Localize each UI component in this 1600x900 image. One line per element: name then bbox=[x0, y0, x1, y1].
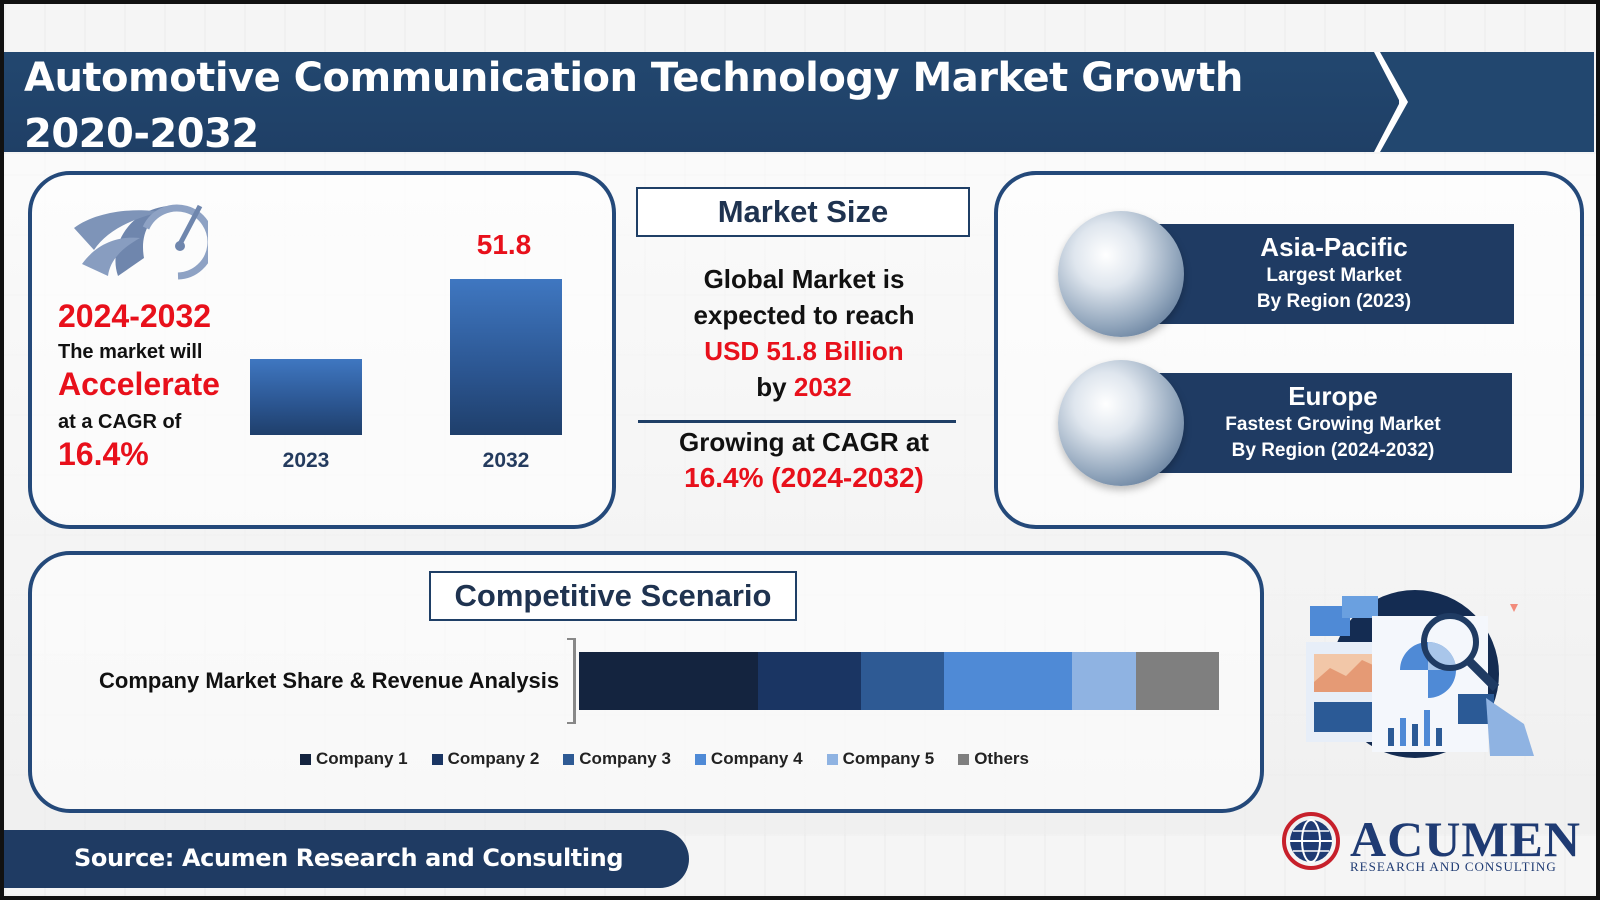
legend-label: Others bbox=[974, 749, 1029, 768]
axis-tick bbox=[567, 638, 575, 640]
legend-item: Company 5 bbox=[826, 749, 935, 769]
share-segment-6 bbox=[1135, 652, 1219, 710]
legend-label: Company 1 bbox=[316, 749, 408, 768]
legend-item: Company 1 bbox=[300, 749, 408, 769]
source-banner: Source: Acumen Research and Consulting bbox=[4, 830, 689, 888]
bar-2032 bbox=[450, 279, 562, 435]
by-year: 2032 bbox=[793, 372, 852, 402]
share-segment-1 bbox=[579, 652, 759, 710]
page-title: Automotive Communication Technology Mark… bbox=[24, 55, 1243, 157]
competitive-title: Competitive Scenario bbox=[429, 571, 797, 621]
bar-category-label: 2023 bbox=[282, 449, 330, 472]
cagr-of-text: at a CAGR of bbox=[58, 411, 182, 433]
region-asia-pacific: Asia-Pacific Largest Market By Region (2… bbox=[1154, 224, 1514, 324]
share-segment-5 bbox=[1071, 652, 1136, 710]
acumen-globe-logo-icon bbox=[1280, 810, 1342, 872]
legend-swatch bbox=[826, 753, 838, 765]
chart-legend: Company 1 Company 2 Company 3 Company 4 Comp… bbox=[300, 749, 1029, 769]
forecast-years: 2024-2032 bbox=[58, 298, 212, 334]
globe-icon bbox=[1058, 211, 1184, 337]
cagr-value: 16.4% bbox=[58, 436, 149, 472]
region-name: Asia-Pacific bbox=[1260, 232, 1408, 262]
region-sub2: By Region (2024-2032) bbox=[1231, 440, 1435, 461]
region-sub1: Fastest Growing Market bbox=[1225, 414, 1441, 435]
globe-icon bbox=[1058, 360, 1184, 486]
share-segment-2 bbox=[758, 652, 861, 710]
region-name: Europe bbox=[1288, 381, 1378, 411]
bar-category-label: 2032 bbox=[482, 449, 530, 472]
divider-line bbox=[638, 420, 956, 423]
legend-label: Company 3 bbox=[579, 749, 671, 768]
legend-label: Company 2 bbox=[447, 749, 540, 768]
market-by-year: by 2032 bbox=[624, 372, 984, 403]
legend-item: Company 2 bbox=[431, 749, 540, 769]
axis-tick bbox=[567, 722, 575, 724]
source-text: Source: Acumen Research and Consulting bbox=[74, 844, 624, 872]
market-value: USD 51.8 Billion bbox=[704, 336, 904, 366]
region-sub1: Largest Market bbox=[1266, 265, 1402, 286]
legend-swatch bbox=[563, 753, 575, 765]
chevron-arrow-icon bbox=[1374, 52, 1596, 152]
legend-swatch bbox=[300, 753, 311, 765]
legend-swatch bbox=[958, 753, 970, 765]
region-sub2: By Region (2023) bbox=[1256, 291, 1412, 312]
legend-item: Others bbox=[958, 749, 1029, 769]
growing-text: Growing at CAGR at bbox=[679, 427, 929, 457]
legend-label: Company 4 bbox=[710, 749, 803, 768]
market-line1: Global Market is bbox=[703, 264, 905, 294]
logo-tagline: RESEARCH AND CONSULTING bbox=[1350, 859, 1557, 874]
chart-axis bbox=[573, 638, 576, 724]
bar-2023 bbox=[250, 358, 362, 435]
header-banner bbox=[4, 52, 1399, 152]
cagr-period: 16.4% (2024-2032) bbox=[684, 462, 924, 493]
by-prefix: by bbox=[756, 372, 787, 402]
legend-label: Company 5 bbox=[842, 749, 935, 768]
region-europe: Europe Fastest Growing Market By Region … bbox=[1154, 373, 1512, 473]
legend-item: Company 4 bbox=[694, 749, 803, 769]
bar-value-label: 51.8 bbox=[476, 229, 532, 260]
market-will-text: The market will bbox=[58, 341, 203, 363]
legend-swatch bbox=[431, 753, 443, 765]
share-row-label: Company Market Share & Revenue Analysis bbox=[99, 668, 560, 693]
accelerate-text: Accelerate bbox=[58, 366, 220, 402]
legend-swatch bbox=[694, 753, 706, 765]
legend-item: Company 3 bbox=[563, 749, 671, 769]
market-line2: expected to reach bbox=[693, 300, 915, 330]
speedometer-icon bbox=[68, 188, 215, 284]
logo-wordmark: ACUMEN bbox=[1350, 811, 1581, 867]
market-size-title: Market Size bbox=[636, 187, 970, 237]
share-segment-4 bbox=[943, 652, 1072, 710]
analytics-illustration-icon bbox=[1300, 578, 1550, 770]
share-segment-3 bbox=[860, 652, 944, 710]
